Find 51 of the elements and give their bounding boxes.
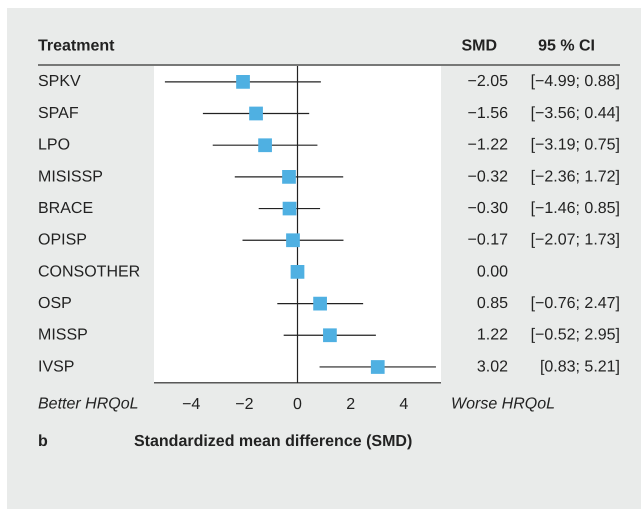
- text: [−2.07; 1.73]: [530, 232, 620, 249]
- y-tick-label: SPKV: [38, 73, 82, 90]
- y-tick-label: BRACE: [38, 200, 94, 217]
- text: [−3.56; 0.44]: [530, 104, 620, 122]
- data-label: −1.22: [468, 136, 508, 154]
- text: [−0.52; 2.95]: [530, 326, 620, 344]
- x-tick-label: −2: [235, 396, 254, 413]
- data-label: −0.32: [468, 168, 508, 186]
- point: [370, 360, 385, 374]
- data-label: 0.00: [476, 263, 508, 280]
- point: [286, 233, 300, 248]
- x-axis-title: Standardized mean difference (SMD): [134, 433, 412, 450]
- data-label: −1.56: [468, 104, 508, 122]
- point: [282, 202, 296, 216]
- x-tick-label: −4: [182, 396, 200, 413]
- text: [−1.46; 0.85]: [530, 200, 620, 217]
- y-tick-label: OPISP: [38, 232, 87, 249]
- text: [0.83; 5.21]: [540, 358, 620, 376]
- point: [313, 296, 327, 310]
- y-tick-label: IVSP: [38, 358, 74, 376]
- text: SMD: [461, 37, 497, 54]
- y-tick-label: OSP: [38, 295, 72, 312]
- point: [249, 106, 263, 120]
- x-tick-label: 2: [346, 396, 356, 413]
- y-tick-label: MISSP: [38, 326, 88, 344]
- data-label: 0.85: [476, 295, 508, 312]
- text: Better HRQoL: [38, 395, 138, 412]
- x-tick-label: 4: [399, 396, 408, 413]
- data-label: 3.02: [476, 358, 508, 376]
- point: [236, 74, 250, 89]
- data-label: −0.17: [468, 232, 508, 249]
- text: [−3.19; 0.75]: [530, 136, 620, 154]
- text: [−4.99; 0.88]: [530, 73, 620, 90]
- y-tick-label: MISISSP: [38, 168, 103, 186]
- data-label: −2.05: [468, 73, 508, 90]
- point: [323, 328, 337, 342]
- text: [−0.76; 2.47]: [530, 295, 620, 312]
- text: b: [38, 433, 48, 450]
- point: [290, 265, 304, 279]
- text: 95 % CI: [538, 37, 595, 54]
- x-tick-label: 0: [293, 396, 302, 413]
- data-label: 1.22: [476, 326, 508, 344]
- y-tick-label: CONSOTHER: [38, 263, 140, 280]
- point: [282, 170, 296, 184]
- text: Worse HRQoL: [451, 395, 556, 412]
- y-axis-title: Treatment: [38, 37, 116, 54]
- point: [258, 138, 272, 152]
- data-label: −0.30: [468, 200, 508, 217]
- y-tick-label: SPAF: [38, 104, 79, 122]
- text: [−2.36; 1.72]: [530, 168, 620, 186]
- y-tick-label: LPO: [38, 136, 70, 154]
